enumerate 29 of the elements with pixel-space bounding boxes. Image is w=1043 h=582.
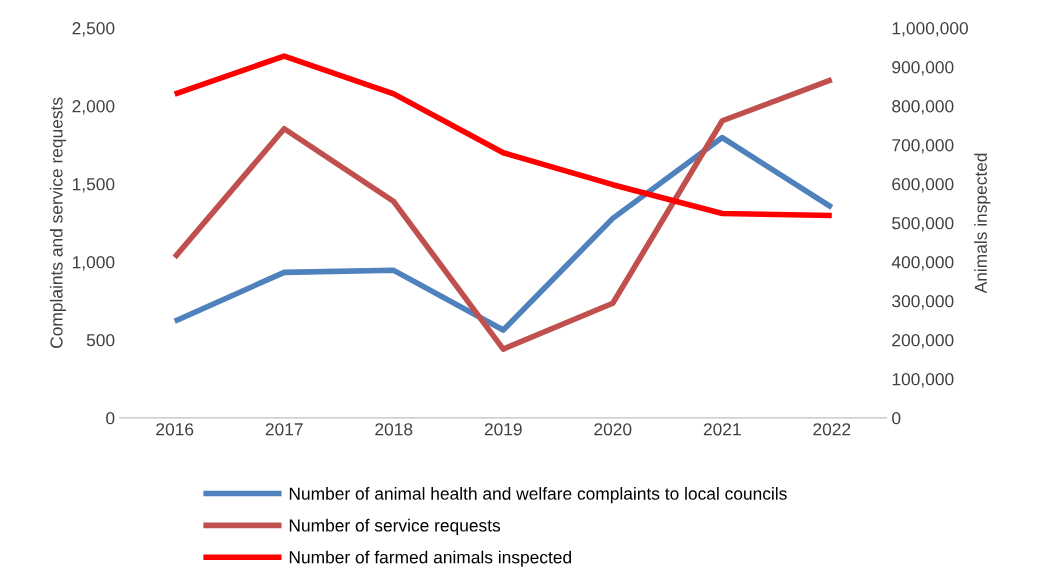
x-tick-label: 2020 [594,423,632,436]
y2-tick-label: 300,000 [892,295,954,310]
legend-label: Number of animal health and welfare complaints to local councils [289,487,787,504]
x-tick-label: 2019 [484,423,522,436]
legend-label: Number of farmed animals inspected [289,550,572,567]
x-tick-label: 2018 [375,423,413,436]
y2-tick-label: 1,000,000 [892,22,968,37]
x-tick-label: 2017 [265,423,303,436]
y2-tick-label: 0 [892,412,901,425]
y2-axis-title: Animals inspected [974,153,991,294]
y2-tick-label: 800,000 [892,100,954,115]
y-tick-label: 500 [86,334,115,347]
y-tick-label: 2,500 [72,22,115,37]
x-tick-label: 2022 [813,423,851,436]
y-tick-label: 0 [106,412,115,425]
x-tick-label: 2021 [703,423,741,436]
y2-tick-label: 400,000 [891,256,954,271]
y-axis-title: Complaints and service requests [49,97,67,348]
y2-tick-label: 700,000 [892,139,954,154]
x-tick-label: 2016 [156,423,194,436]
y2-tick-label: 200,000 [892,334,954,349]
y2-tick-label: 600,000 [892,178,954,193]
y-tick-label: 2,000 [72,100,115,115]
y-tick-label: 1,500 [72,178,115,193]
y2-tick-label: 900,000 [892,61,954,76]
y-tick-label: 1,000 [72,256,115,271]
y2-tick-label: 100,000 [892,373,954,388]
legend-label: Number of service requests [289,518,501,536]
y2-tick-label: 500,000 [892,217,954,232]
